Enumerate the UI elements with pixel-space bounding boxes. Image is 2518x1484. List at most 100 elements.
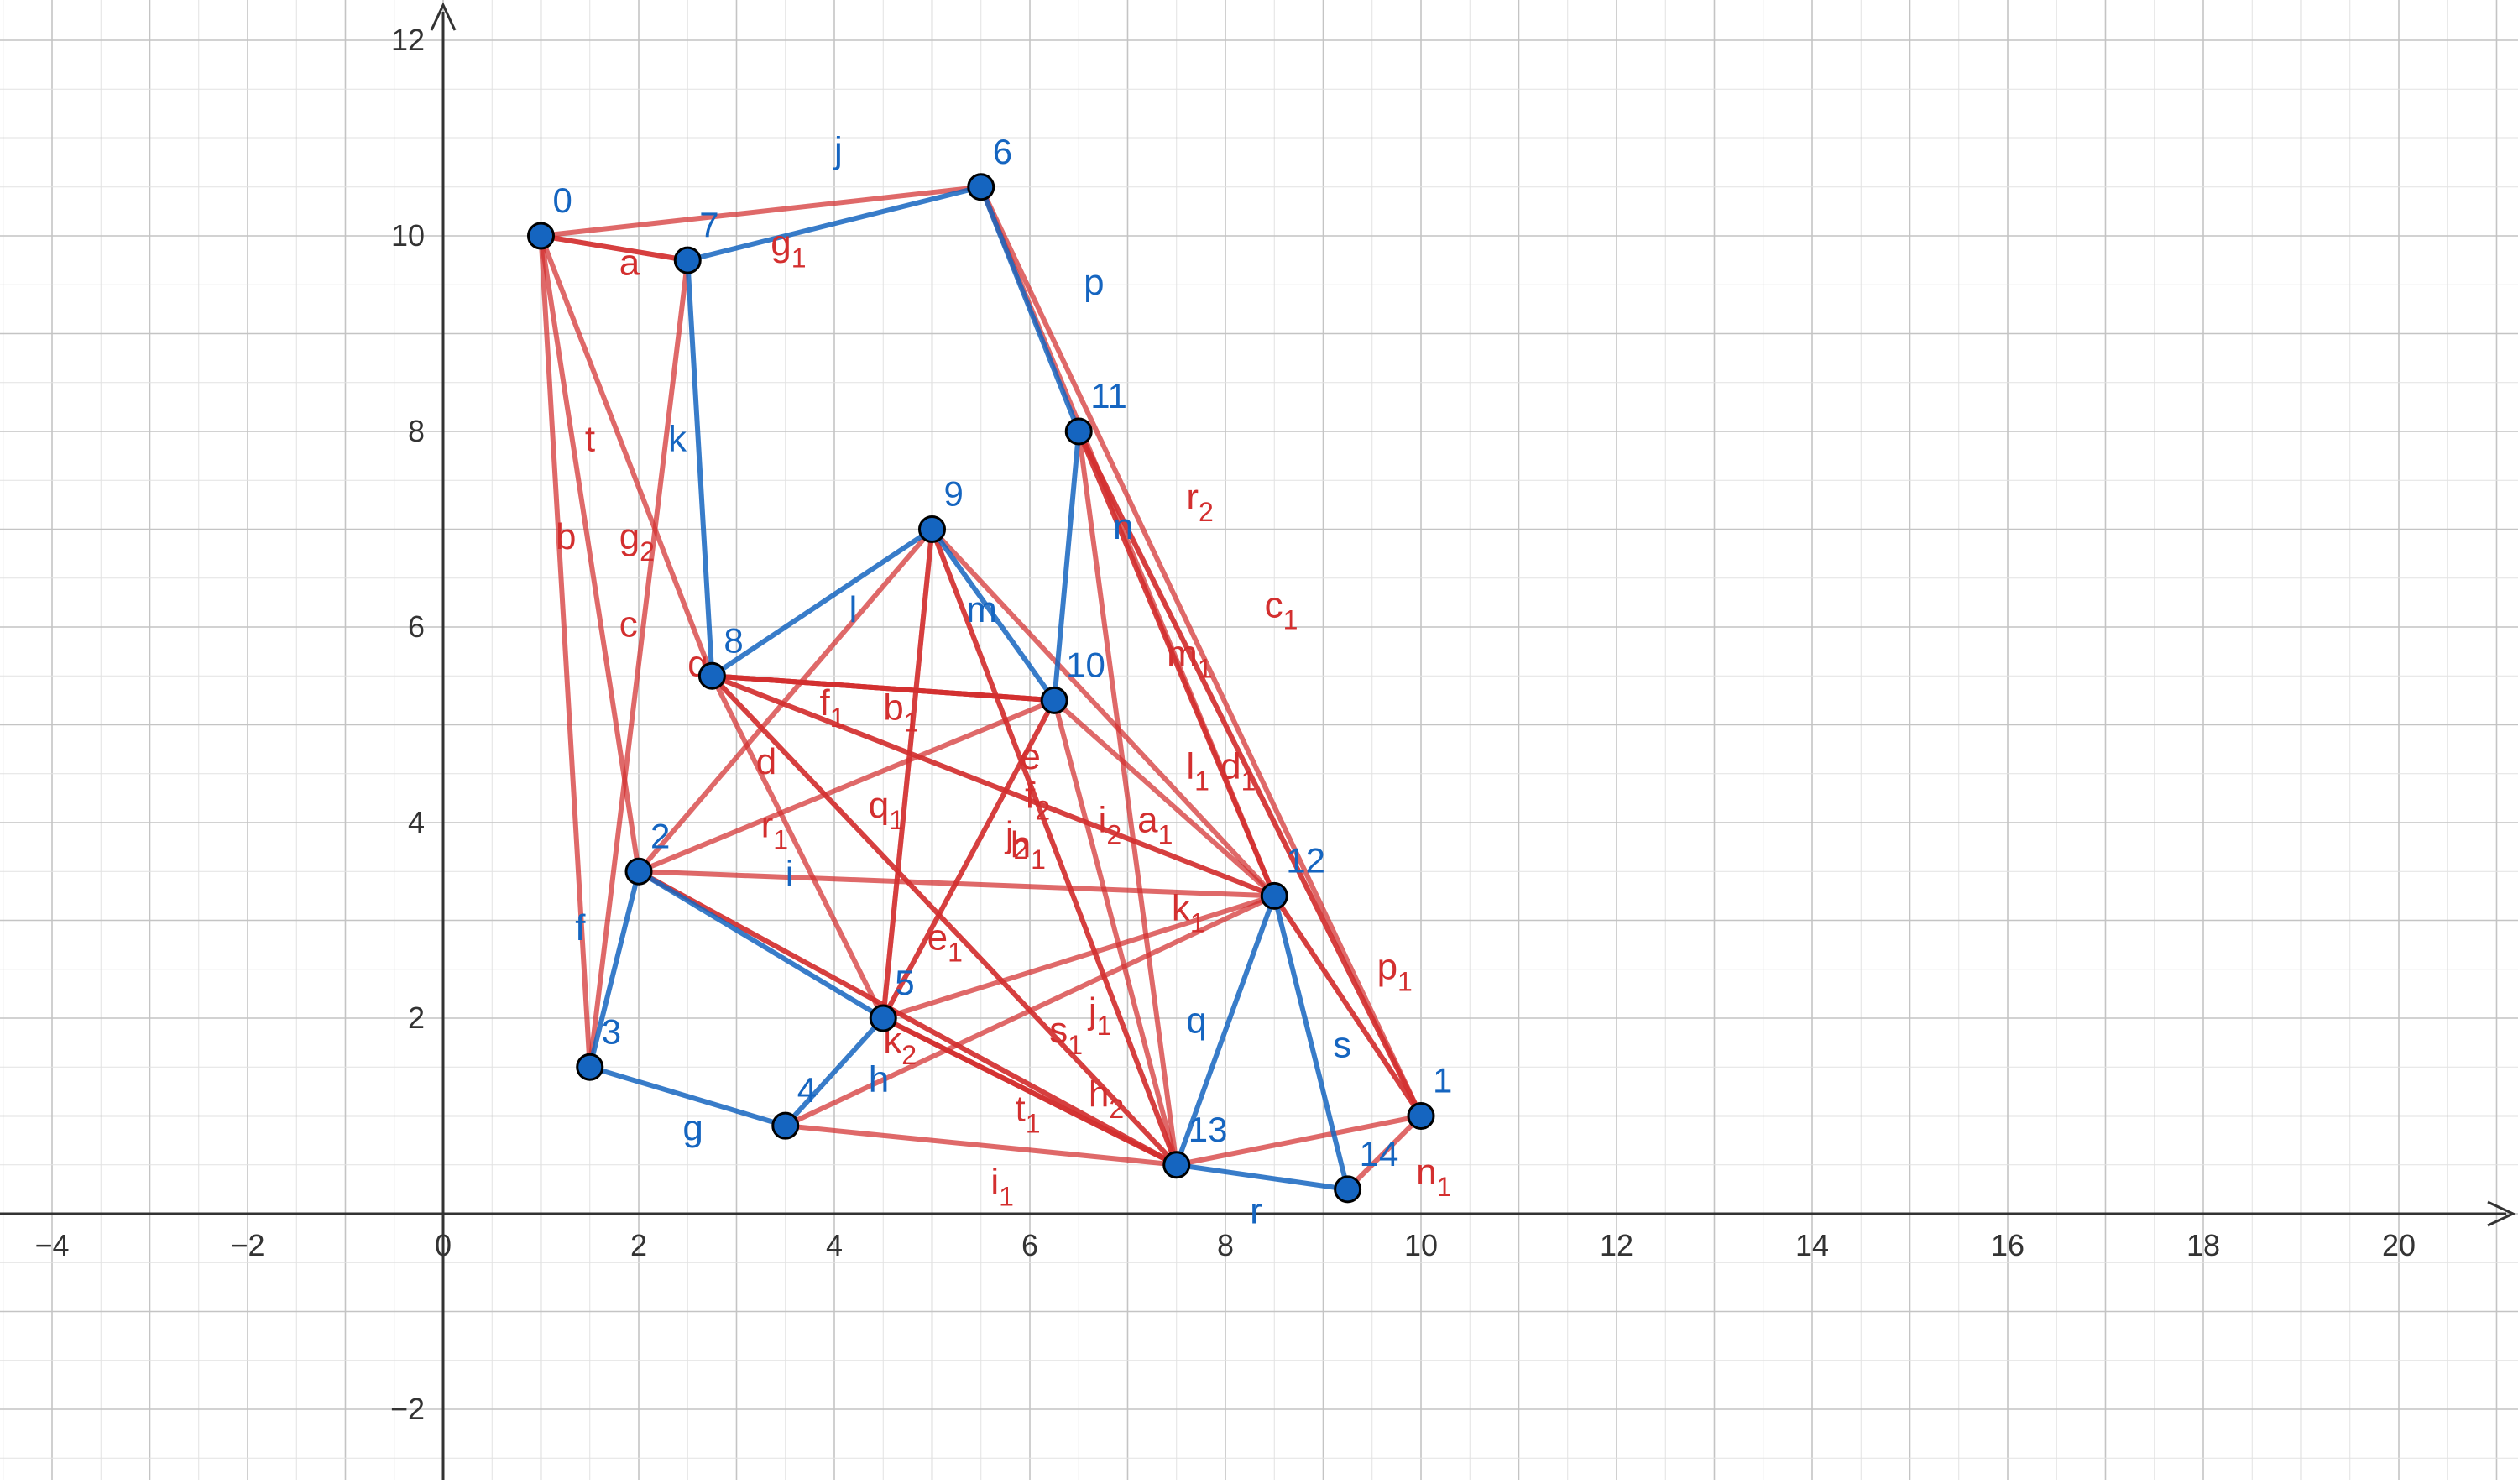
- edge-label: p: [1084, 262, 1104, 303]
- x-tick-label: 12: [1600, 1228, 1633, 1262]
- edge-9-12: [929, 526, 1277, 899]
- vertex-12[interactable]: [1260, 881, 1288, 910]
- x-tick-label: 6: [1021, 1228, 1038, 1262]
- vertex-2[interactable]: [624, 857, 653, 886]
- edge-label: l: [849, 589, 857, 630]
- y-tick-label: 4: [408, 805, 425, 839]
- edge-12-1: [1272, 893, 1424, 1119]
- edge-13-12: [1173, 893, 1277, 1168]
- edge-label: h2: [1089, 1074, 1124, 1124]
- edge-label: j: [833, 130, 843, 171]
- edge-10-5: [880, 698, 1058, 1021]
- edge-10-12: [1052, 698, 1277, 899]
- edge-label: d1: [1220, 746, 1256, 797]
- vertex-5[interactable]: [869, 1004, 897, 1032]
- edge-8-9: [709, 526, 935, 679]
- vertex-14[interactable]: [1334, 1175, 1362, 1204]
- vertex-label: 7: [699, 205, 718, 244]
- edge-3-4: [587, 1064, 788, 1129]
- x-tick-label: 2: [630, 1228, 647, 1262]
- edge-label: j2: [1004, 814, 1029, 865]
- vertex-label: 11: [1090, 376, 1127, 415]
- y-tick-label: 12: [391, 23, 425, 57]
- edge-label: i: [786, 854, 794, 895]
- edge-0-3: [538, 233, 593, 1070]
- edge-label: q: [1186, 1000, 1206, 1041]
- edge-label: d: [756, 741, 776, 782]
- edge-label: c1: [1265, 584, 1298, 635]
- edge-2-9: [636, 526, 935, 875]
- edge-8-12: [709, 673, 1277, 899]
- edge-8-13: [709, 673, 1179, 1168]
- edge-label: t: [585, 418, 595, 459]
- edge-label: k1: [1172, 888, 1205, 938]
- vertex-4[interactable]: [771, 1111, 800, 1140]
- vertex-label: 10: [1066, 645, 1105, 684]
- y-tick-label: 2: [408, 1001, 425, 1035]
- y-tick-label: −2: [390, 1392, 425, 1426]
- edge-10-13: [1052, 698, 1179, 1168]
- edge-label: s1: [1049, 1010, 1083, 1060]
- edge-labels: a b c d e f g h i j k l m n p q r s t a1 b1 c1 d1 e1 f1 g1 h1 i1 j1 k…: [556, 130, 1451, 1232]
- y-tick-label: 8: [408, 414, 425, 448]
- edge-label: c: [619, 604, 638, 645]
- edge-label: f1: [820, 682, 845, 733]
- edge-3-2: [587, 869, 641, 1070]
- edge-9-13: [929, 526, 1179, 1168]
- vertex-7[interactable]: [673, 246, 702, 274]
- edge-2-5: [636, 869, 886, 1021]
- vertex-10[interactable]: [1040, 686, 1068, 714]
- edge-7-6: [685, 184, 984, 264]
- y-tick-label: 10: [391, 218, 425, 253]
- edge-label: r1: [761, 804, 788, 854]
- edge-label: a: [619, 243, 640, 284]
- edge-0-8: [538, 233, 715, 679]
- y-tick-label: 6: [408, 609, 425, 644]
- x-tick-label: 20: [2382, 1228, 2416, 1262]
- edge-label: k: [668, 418, 687, 459]
- edge-13-1: [1173, 1113, 1424, 1168]
- edge-label: f2: [1025, 776, 1050, 826]
- vertex-13[interactable]: [1162, 1151, 1191, 1179]
- edge-label: i1: [990, 1162, 1014, 1212]
- edges: [538, 184, 1424, 1192]
- edge-label: e: [1020, 736, 1040, 777]
- edge-label: m1: [1167, 634, 1212, 684]
- vertex-label: 14: [1360, 1134, 1399, 1173]
- y-axis-arrow: [430, 2, 457, 31]
- edge-label: g: [682, 1108, 703, 1149]
- edge-label: a1: [1137, 800, 1173, 850]
- edge-11-13: [1076, 429, 1179, 1168]
- x-tick-label: 16: [1991, 1228, 2024, 1262]
- edge-label: f: [575, 907, 586, 948]
- vertex-label: 8: [724, 620, 743, 660]
- edge-label: m: [966, 589, 997, 630]
- edge-0-2: [538, 233, 641, 875]
- edge-5-12: [880, 893, 1277, 1021]
- edge-8-10: [709, 673, 1058, 703]
- vertex-label: 13: [1188, 1110, 1228, 1149]
- vertex-9[interactable]: [918, 515, 946, 543]
- edge-11-1: [1076, 429, 1424, 1119]
- x-tick-label: 8: [1217, 1228, 1234, 1262]
- edge-13-14: [1173, 1162, 1350, 1192]
- edge-4-5: [782, 1016, 886, 1129]
- edge-label: j1: [1087, 990, 1112, 1041]
- vertex-6[interactable]: [967, 173, 995, 201]
- vertex-11[interactable]: [1064, 417, 1093, 446]
- edge-0-6: [538, 184, 984, 238]
- x-tick-label: 4: [826, 1228, 843, 1262]
- vertex-0[interactable]: [527, 222, 555, 250]
- edge-9-5: [880, 526, 935, 1021]
- vertex-label: 0: [553, 180, 572, 220]
- vertex-3[interactable]: [576, 1053, 604, 1081]
- vertex-1[interactable]: [1407, 1102, 1435, 1130]
- edge-0-7: [538, 233, 691, 264]
- vertex-8[interactable]: [697, 661, 726, 690]
- edge-label: e1: [927, 917, 963, 967]
- edge-7-8: [685, 258, 715, 679]
- x-tick-label: 10: [1404, 1228, 1438, 1262]
